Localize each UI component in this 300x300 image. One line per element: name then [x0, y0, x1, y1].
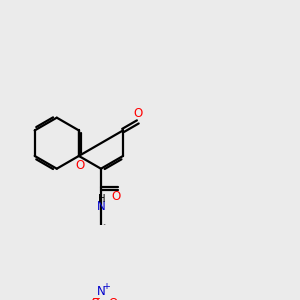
- Text: +: +: [103, 282, 111, 291]
- Text: O: O: [90, 297, 99, 300]
- Text: N: N: [97, 285, 105, 298]
- Text: O: O: [76, 159, 85, 172]
- Text: O: O: [112, 190, 121, 203]
- Text: O: O: [109, 297, 118, 300]
- Text: O: O: [133, 107, 142, 120]
- Text: −: −: [92, 294, 101, 300]
- Text: N: N: [97, 200, 105, 213]
- Text: H: H: [98, 194, 105, 204]
